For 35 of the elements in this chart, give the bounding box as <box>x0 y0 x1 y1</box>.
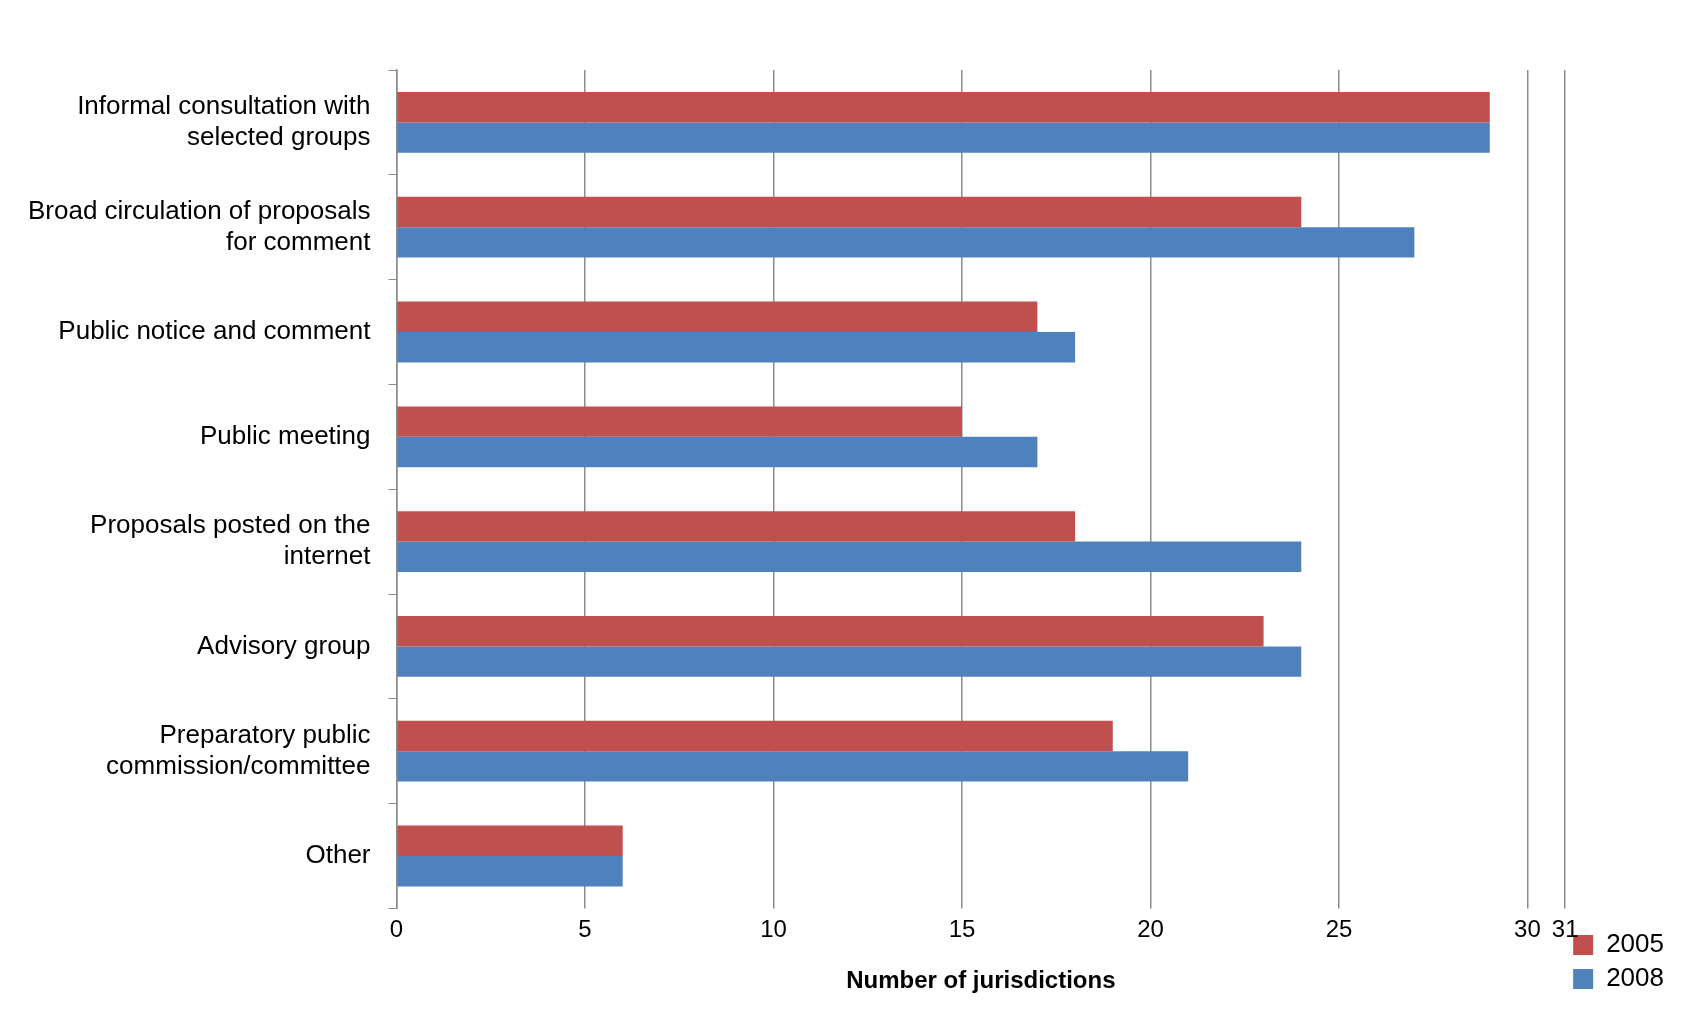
bar <box>397 196 1302 228</box>
bar <box>397 332 1076 363</box>
x-tick-label: 20 <box>1137 915 1164 943</box>
bar <box>397 541 1302 572</box>
y-tick-label: Proposals posted on the internet <box>90 509 372 571</box>
bar <box>397 825 623 856</box>
bar <box>397 92 1490 123</box>
x-tick-label: 25 <box>1325 915 1353 943</box>
bar <box>397 511 1076 542</box>
bar <box>397 227 1415 258</box>
legend-label: 2005 <box>1606 928 1664 959</box>
y-tick-label: Other <box>305 839 371 870</box>
y-tick-label: Preparatory public commission/committee <box>106 718 371 780</box>
bar <box>397 720 1113 752</box>
legend-label: 2008 <box>1606 962 1664 993</box>
bar <box>397 436 1038 468</box>
x-tick-label: 15 <box>948 915 976 943</box>
x-tick-label: 31 <box>1551 915 1579 943</box>
bar <box>397 751 1189 782</box>
x-axis-title: Number of jurisdictions <box>846 966 1116 994</box>
bar <box>397 616 1264 647</box>
bar <box>397 301 1038 332</box>
y-tick-label: Advisory group <box>197 629 371 660</box>
y-tick-label: Informal consultation with selected groups <box>77 89 371 152</box>
y-tick-label: Public meeting <box>199 419 371 450</box>
bar <box>397 406 962 437</box>
bar <box>397 122 1490 153</box>
bar <box>397 856 623 887</box>
bar <box>397 646 1302 677</box>
x-tick-label: 30 <box>1514 915 1541 943</box>
x-tick-label: 0 <box>389 915 404 943</box>
y-tick-label: Public notice and comment <box>58 315 372 346</box>
x-tick-label: 10 <box>760 915 787 943</box>
y-tick-label: Broad circulation of proposals for comment <box>27 194 372 256</box>
x-tick-label: 5 <box>578 915 592 943</box>
